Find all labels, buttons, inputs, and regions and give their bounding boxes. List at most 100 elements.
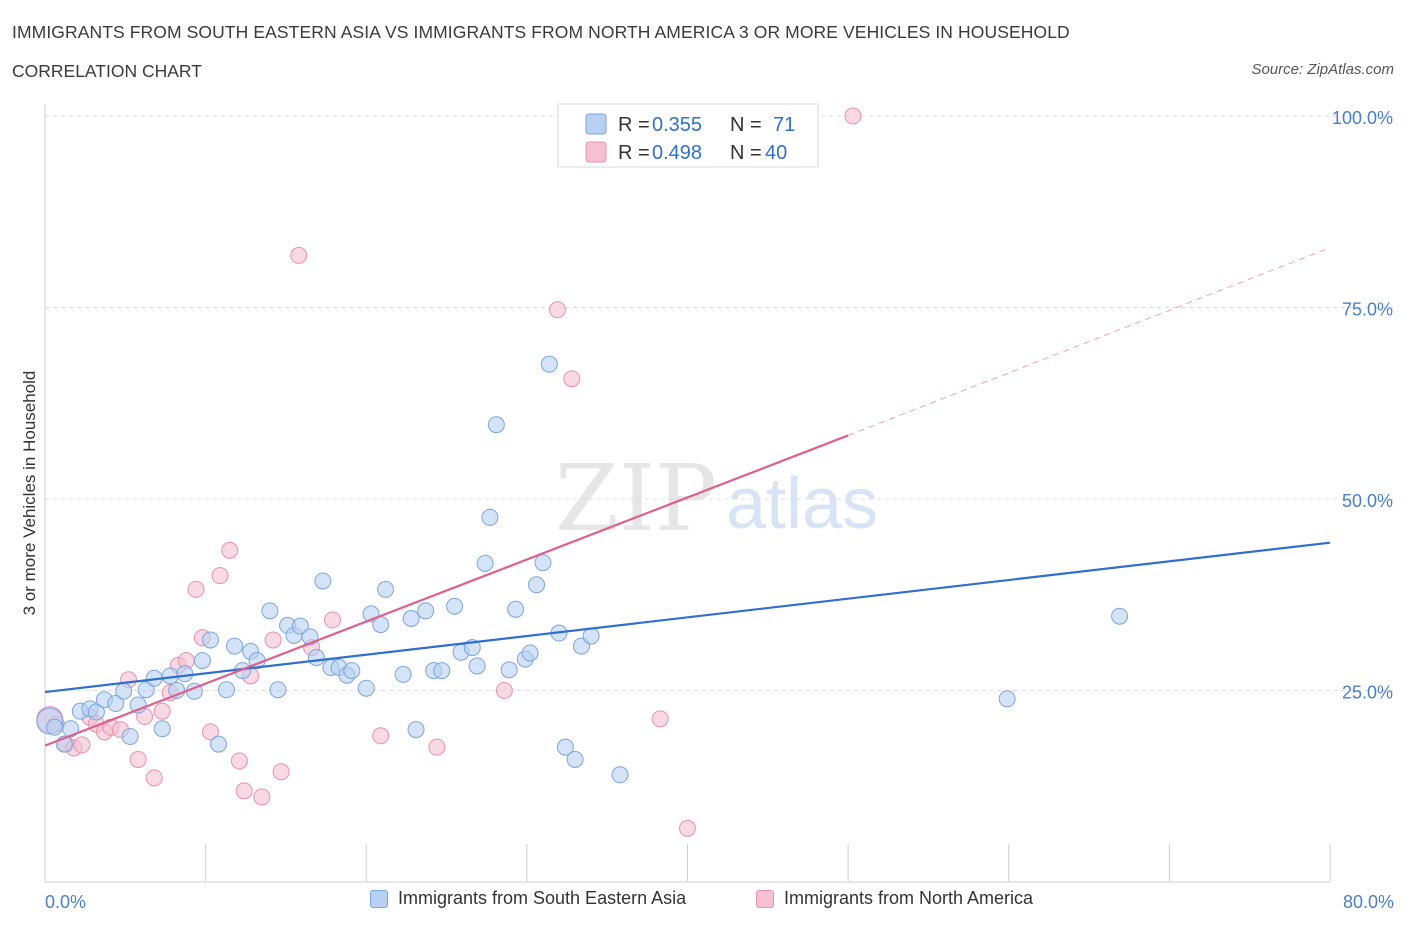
point-sea-48 xyxy=(433,662,451,680)
point-sea-64 xyxy=(556,738,574,756)
point-sea-10 xyxy=(121,727,139,745)
trend-line-north-america-extension xyxy=(847,247,1331,436)
point-na-34 xyxy=(495,682,513,699)
trend-line-north-america xyxy=(44,434,849,747)
legend-n-label-pink: N = xyxy=(730,142,762,164)
point-na-11 xyxy=(129,750,147,768)
point-sea-43 xyxy=(394,665,412,683)
point-na-13 xyxy=(145,769,163,787)
point-sea-68 xyxy=(611,766,629,784)
point-na-36 xyxy=(563,370,581,388)
point-sea-70 xyxy=(1111,607,1129,625)
point-sea-38 xyxy=(343,662,361,680)
point-na-24 xyxy=(235,782,253,800)
point-na-18 xyxy=(187,580,205,598)
legend-bottom: Immigrants from South Eastern Asia Immig… xyxy=(0,888,1406,918)
point-na-23 xyxy=(230,752,248,770)
legend-swatch-blue xyxy=(585,113,607,135)
point-sea-60 xyxy=(528,576,546,594)
x-tick-label-max: 80.0% xyxy=(1343,892,1394,912)
scatter-points xyxy=(36,107,1129,837)
legend-label-south-eastern-asia: Immigrants from South Eastern Asia xyxy=(398,888,687,908)
chart-title: IMMIGRANTS FROM SOUTH EASTERN ASIA VS IM… xyxy=(12,22,1070,42)
point-na-38 xyxy=(679,819,696,837)
point-sea-39 xyxy=(357,679,375,697)
point-sea-59 xyxy=(521,644,539,662)
point-sea-28 xyxy=(269,681,287,699)
point-sea-16 xyxy=(168,682,186,699)
point-sea-19 xyxy=(193,652,211,670)
legend-swatch-south-eastern-asia xyxy=(370,889,388,908)
legend-label-north-america: Immigrants from North America xyxy=(784,888,1034,908)
legend-n-value-blue: 71 xyxy=(773,114,795,136)
point-sea-14 xyxy=(153,720,171,738)
point-sea-65 xyxy=(566,750,584,768)
x-ticks xyxy=(44,844,1331,882)
x-tick-label-min: 0.0% xyxy=(45,892,86,912)
legend-swatch-north-america xyxy=(756,889,774,908)
point-na-14 xyxy=(153,702,171,720)
point-na-21 xyxy=(211,567,229,585)
point-sea-49 xyxy=(446,597,464,615)
point-sea-21 xyxy=(209,735,227,753)
point-sea-17 xyxy=(176,665,194,683)
y-axis-title: 3 or more Vehicles in Household xyxy=(20,371,39,616)
legend-n-label-blue: N = xyxy=(730,114,762,136)
y-tick-labels: 25.0% 50.0% 75.0% 100.0% xyxy=(1332,108,1393,703)
point-sea-22 xyxy=(218,681,236,699)
point-na-4 xyxy=(73,736,91,754)
point-sea-9 xyxy=(115,682,133,700)
legend-item-south-eastern-asia: Immigrants from South Eastern Asia xyxy=(370,888,686,909)
y-tick-label-75: 75.0% xyxy=(1342,300,1393,320)
source-credit: Source: ZipAtlas.com xyxy=(1251,61,1394,78)
point-sea-67 xyxy=(582,627,600,645)
point-sea-8 xyxy=(107,695,125,713)
point-na-33 xyxy=(428,738,446,756)
point-sea-54 xyxy=(481,508,499,526)
point-sea-6 xyxy=(87,703,105,721)
point-na-29 xyxy=(290,246,308,264)
point-sea-34 xyxy=(314,572,332,590)
point-na-22 xyxy=(221,541,239,559)
point-sea-23 xyxy=(226,637,244,655)
chart-subtitle: CORRELATION CHART xyxy=(12,61,202,81)
legend-r-label-pink: R = xyxy=(618,142,650,164)
point-sea-44 xyxy=(402,609,420,627)
point-na-35 xyxy=(548,301,566,319)
point-sea-61 xyxy=(534,554,552,572)
legend-r-label-blue: R = xyxy=(618,114,650,136)
point-sea-69 xyxy=(998,690,1016,708)
watermark-atlas: atlas xyxy=(726,464,878,544)
point-na-27 xyxy=(264,631,282,649)
legend-item-north-america: Immigrants from North America xyxy=(756,888,1033,909)
point-na-37 xyxy=(651,710,669,728)
point-sea-33 xyxy=(307,649,325,667)
point-na-32 xyxy=(372,727,390,745)
point-na-39 xyxy=(844,107,862,125)
legend-n-value-pink: 40 xyxy=(765,142,787,164)
watermark-zip: ZIP xyxy=(555,445,717,552)
trend-line-south-eastern-asia xyxy=(44,541,1331,694)
point-na-20 xyxy=(201,723,219,741)
point-sea-56 xyxy=(500,661,518,679)
legend-r-value-pink: 0.498 xyxy=(652,142,702,164)
point-sea-12 xyxy=(137,681,155,699)
legend-swatch-pink xyxy=(585,141,607,163)
trend-lines xyxy=(44,247,1331,747)
legend-top: R = 0.355 N = 71 R = 0.498 N = 40 xyxy=(557,103,819,168)
point-sea-62 xyxy=(540,355,558,373)
point-sea-53 xyxy=(476,554,494,572)
y-tick-label-25: 25.0% xyxy=(1342,683,1393,703)
point-sea-52 xyxy=(468,657,486,675)
point-sea-45 xyxy=(407,721,425,739)
y-tick-label-100: 100.0% xyxy=(1332,108,1393,128)
point-sea-1 xyxy=(46,718,64,736)
point-na-26 xyxy=(253,788,271,806)
point-sea-55 xyxy=(487,416,505,434)
point-sea-42 xyxy=(377,580,395,598)
legend-r-value-blue: 0.355 xyxy=(652,114,702,136)
y-tick-label-50: 50.0% xyxy=(1342,491,1393,511)
gridlines xyxy=(45,115,1395,691)
point-sea-20 xyxy=(201,631,219,649)
